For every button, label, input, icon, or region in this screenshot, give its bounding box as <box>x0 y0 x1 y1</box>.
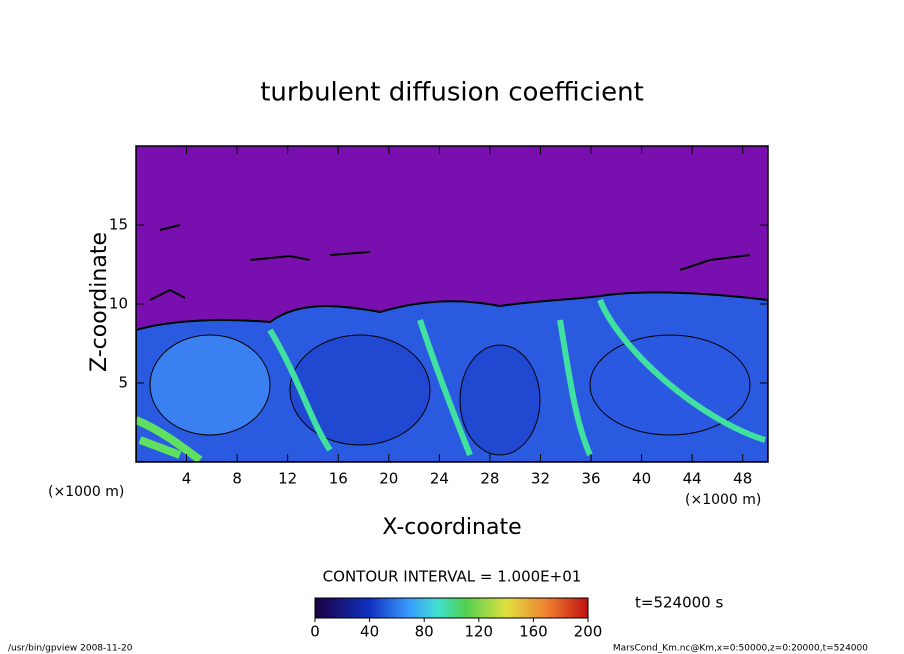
contour-field <box>136 146 768 462</box>
colorbar-tick-label: 0 <box>310 623 320 641</box>
colorbar <box>314 597 589 619</box>
x-tick-label: 20 <box>379 470 398 488</box>
field-band <box>136 416 203 462</box>
colorbar-tick-label: 80 <box>415 623 434 641</box>
footer-left: /usr/bin/gpview 2008-11-20 <box>8 644 133 654</box>
y-axis-unit: (×1000 m) <box>48 484 124 500</box>
x-axis-unit: (×1000 m) <box>685 492 761 508</box>
x-tick-label: 28 <box>480 470 499 488</box>
x-tick-label: 44 <box>683 470 702 488</box>
x-tick-label: 16 <box>329 470 348 488</box>
contour-interval: CONTOUR INTERVAL = 1.000E+01 <box>323 568 582 586</box>
field-cell <box>289 334 431 446</box>
x-tick-label: 4 <box>182 470 192 488</box>
colorbar-tick-label: 120 <box>464 623 493 641</box>
colorbar-tick-label: 200 <box>574 623 603 641</box>
x-tick-label: 24 <box>430 470 449 488</box>
footer-right: MarsCond_Km.nc@Km,x=0:50000,z=0:20000,t=… <box>613 644 868 654</box>
field-band <box>267 298 766 457</box>
x-tick-label: 48 <box>733 470 752 488</box>
field-cell <box>149 334 271 436</box>
x-tick-label: 8 <box>232 470 242 488</box>
y-tick-label: 5 <box>118 374 128 392</box>
x-tick-label: 32 <box>531 470 550 488</box>
y-tick-label: 10 <box>109 295 128 313</box>
time-label: t=524000 s <box>635 594 723 612</box>
x-axis-label: X-coordinate <box>382 515 521 540</box>
x-tick-label: 40 <box>632 470 651 488</box>
colorbar-tick-label: 40 <box>360 623 379 641</box>
field-cell <box>459 344 541 456</box>
colorbar-tick-label: 160 <box>519 623 548 641</box>
y-axis-label: Z-coordinate <box>87 232 112 372</box>
x-tick-label: 36 <box>581 470 600 488</box>
chart-title: turbulent diffusion coefficient <box>260 78 644 108</box>
field-region <box>136 291 768 462</box>
x-tick-label: 12 <box>278 470 297 488</box>
y-tick-label: 15 <box>109 216 128 234</box>
field-contour <box>149 224 751 301</box>
